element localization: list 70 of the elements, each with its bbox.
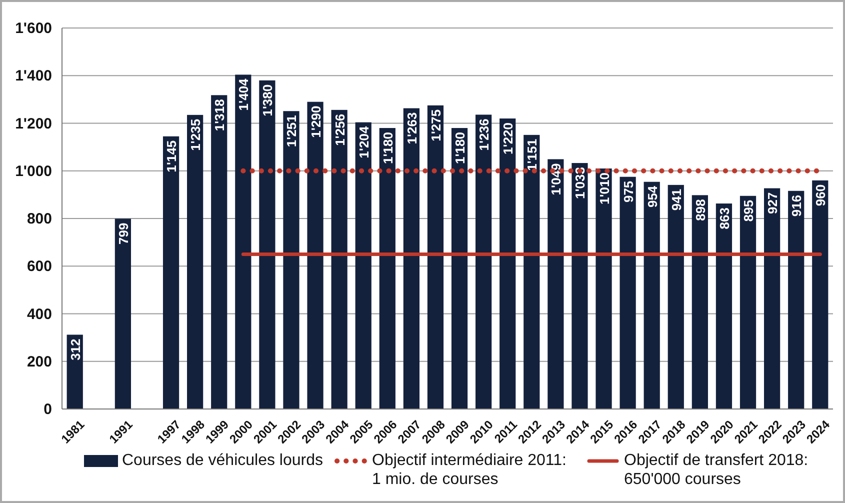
data-label: 1'256 [332, 114, 348, 146]
legend-label: Objectif de transfert 2018: 650'000 courses [624, 452, 808, 488]
data-label: 1'236 [476, 118, 492, 151]
bar [379, 128, 396, 409]
bar [644, 182, 660, 409]
data-label: 960 [813, 184, 828, 206]
bar [307, 102, 324, 409]
bar [451, 128, 468, 409]
bar [403, 108, 420, 409]
bar [187, 114, 204, 409]
bar [668, 184, 684, 409]
bar [331, 110, 348, 409]
data-label: 1'235 [188, 118, 204, 151]
bar [764, 188, 780, 409]
data-label: 1'404 [236, 78, 252, 111]
bar [114, 218, 131, 409]
y-tick-label: 1'600 [15, 20, 52, 37]
y-tick-label: 800 [26, 210, 52, 228]
data-label: 1'318 [212, 99, 228, 132]
data-label: 941 [668, 188, 684, 211]
data-label: 1'204 [356, 126, 372, 158]
data-label: 1'263 [404, 112, 420, 144]
y-tick-label: 200 [26, 353, 52, 370]
y-tick-label: 0 [44, 401, 52, 418]
y-tick-label: 400 [26, 306, 52, 323]
data-label: 312 [68, 338, 83, 360]
bar [788, 190, 804, 409]
bar [524, 134, 540, 409]
bar [716, 204, 732, 409]
data-label: 927 [765, 192, 780, 214]
data-label: 1'275 [428, 109, 444, 142]
bar [235, 74, 252, 409]
data-label: 1'290 [308, 106, 324, 138]
bar [259, 80, 276, 409]
data-label: 799 [116, 222, 131, 244]
data-label: 863 [716, 208, 732, 230]
legend-label: Courses de véhicules lourds [122, 452, 323, 469]
bar [427, 105, 444, 409]
bar [572, 163, 588, 409]
bar [740, 196, 756, 409]
legend-label: Objectif intermédiaire 2011: 1 mio. de courses [372, 452, 566, 488]
bar [211, 95, 228, 409]
data-label: 898 [692, 199, 708, 221]
y-tick-label: 600 [26, 258, 52, 276]
bar [620, 176, 636, 409]
data-label: 975 [620, 180, 636, 203]
data-label: 1'033 [572, 167, 588, 200]
bar [162, 136, 180, 409]
data-label: 1'180 [452, 132, 468, 164]
bar [596, 168, 612, 409]
data-label: 1'010 [596, 172, 612, 205]
data-label: 1'180 [380, 132, 396, 164]
data-label: 1'145 [164, 140, 180, 172]
y-tick-label: 1'400 [15, 68, 52, 85]
data-label: 954 [644, 185, 660, 208]
data-label: 895 [741, 200, 756, 222]
y-tick-label: 1'200 [15, 115, 52, 132]
y-tick-label: 1'000 [15, 162, 52, 180]
data-label: 1'380 [260, 84, 276, 116]
bar [500, 118, 516, 409]
data-label: 1'151 [524, 138, 540, 171]
data-label: 1'220 [500, 122, 516, 155]
bar [476, 114, 492, 409]
bar [283, 111, 300, 409]
data-label: 1'251 [284, 115, 300, 148]
bar [812, 180, 828, 409]
data-label: 916 [789, 194, 804, 217]
bar [355, 122, 372, 409]
bar [548, 159, 564, 409]
bar [692, 195, 708, 409]
